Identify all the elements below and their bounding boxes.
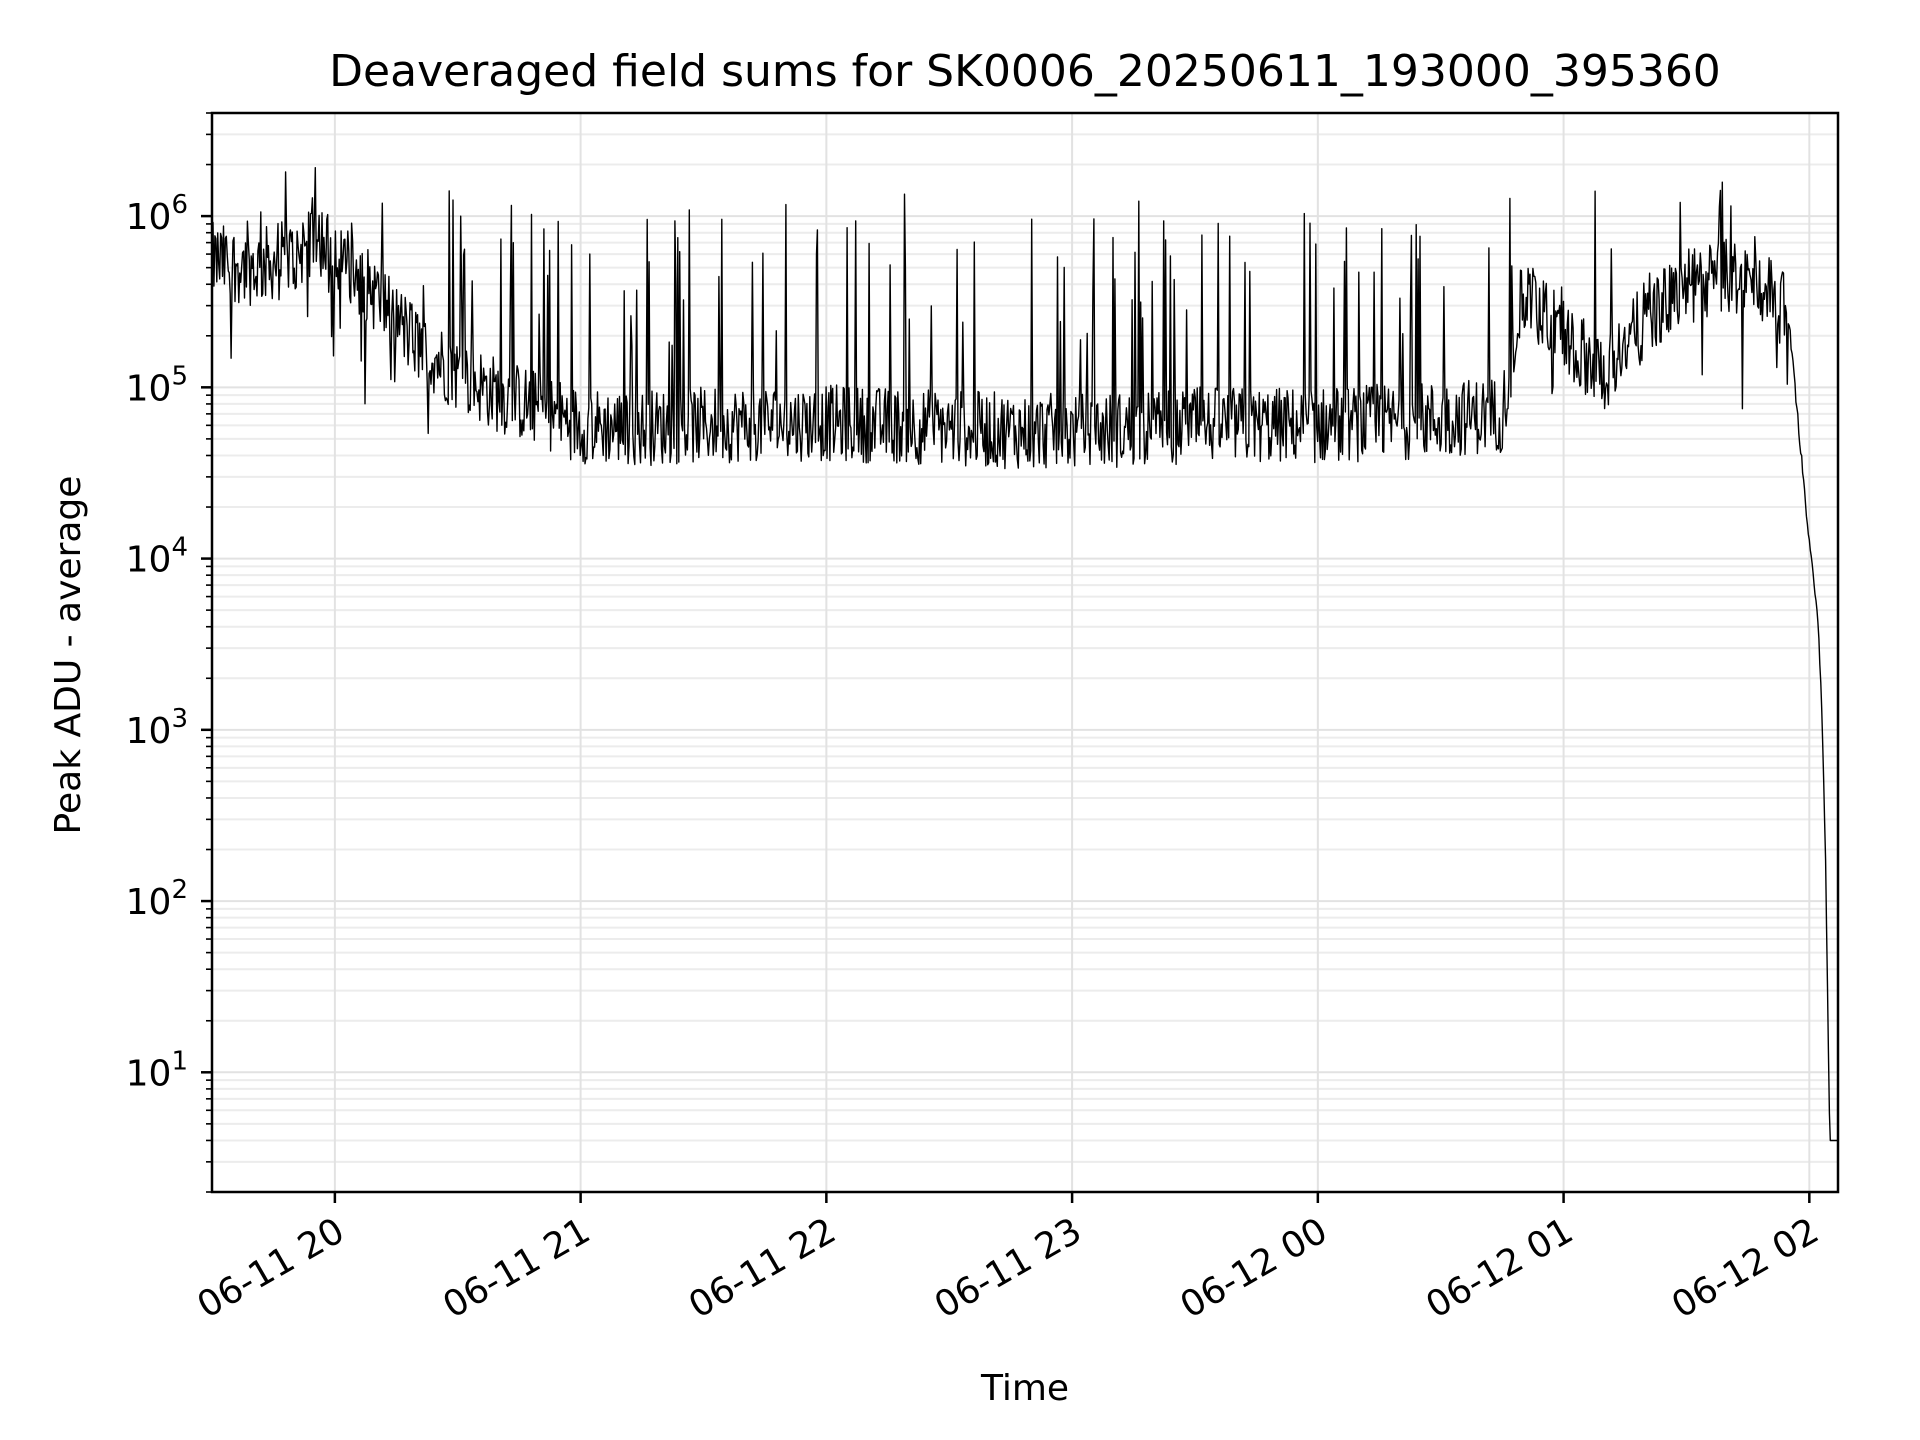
- series-layer: [211, 167, 1838, 1142]
- y-axis: 101 102 103 104 105 106: [126, 112, 212, 1193]
- chart-title: Deaveraged field sums for SK0006_2025061…: [329, 46, 1721, 97]
- y-tick-label: 103: [126, 704, 188, 752]
- plot-frame: [210, 111, 1840, 1194]
- y-axis-label: Peak ADU - average: [48, 476, 89, 835]
- y-tick-label: 105: [126, 361, 188, 409]
- x-axis-label: Time: [980, 1368, 1069, 1409]
- y-tick-label: 106: [126, 190, 188, 238]
- y-tick-label: 102: [126, 875, 188, 923]
- series-line: [211, 167, 1838, 1142]
- y-tick-label: 101: [126, 1046, 188, 1094]
- y-tick-label: 104: [126, 533, 188, 581]
